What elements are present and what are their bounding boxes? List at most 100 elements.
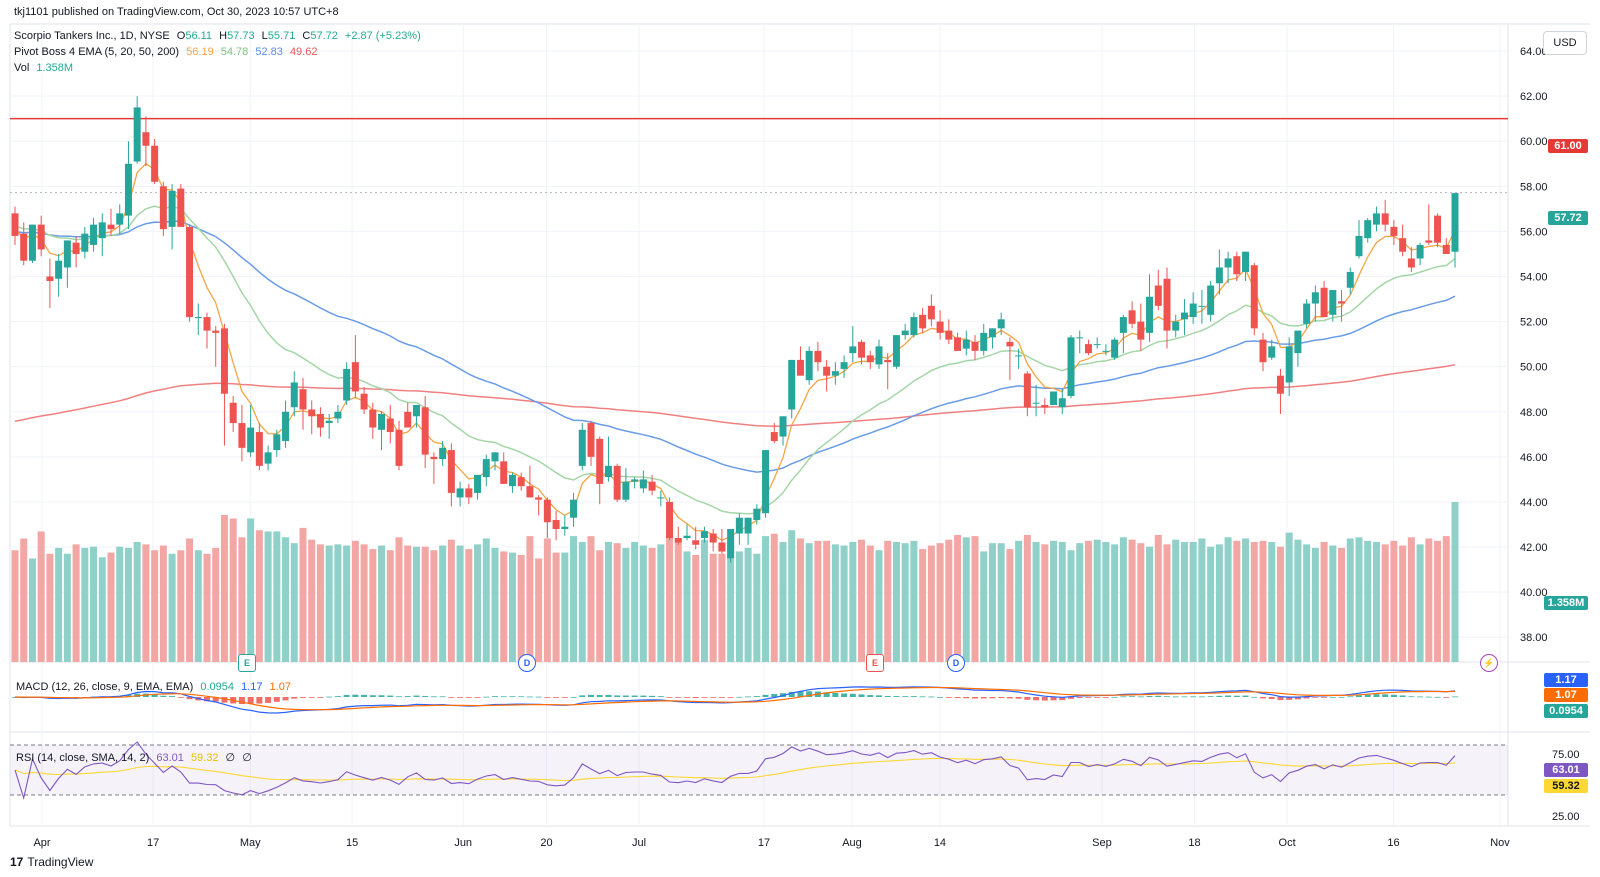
y-tick-label: 52.00 — [1520, 317, 1548, 329]
macd-line-value: 1.17 — [241, 681, 263, 693]
candle — [1154, 285, 1162, 306]
volume-bar — [72, 544, 80, 662]
candle — [570, 499, 578, 518]
candle — [1407, 258, 1415, 268]
candle — [1442, 244, 1450, 254]
volume-bar — [81, 547, 89, 662]
volume-bar — [1250, 542, 1258, 662]
volume-label[interactable]: Vol — [14, 62, 30, 74]
currency-button[interactable]: USD — [1543, 31, 1587, 55]
candle — [971, 341, 979, 351]
candle — [90, 224, 98, 245]
volume-bar — [1294, 539, 1302, 662]
macd-histogram-bar — [675, 697, 682, 698]
macd-histogram-bar — [317, 697, 324, 698]
candle — [378, 414, 386, 430]
volume-bar — [613, 543, 621, 662]
candle — [290, 382, 298, 408]
macd-histogram-bar — [273, 697, 280, 702]
split-icon[interactable]: ⚡ — [1480, 654, 1498, 672]
macd-histogram-bar — [945, 697, 952, 698]
candle — [1346, 271, 1354, 288]
dividend-icon[interactable]: D — [947, 654, 965, 672]
candle — [386, 418, 394, 433]
volume-bar — [666, 532, 674, 662]
macd-histogram-bar — [256, 697, 263, 704]
rsi-value-tag: 63.01 — [1544, 763, 1588, 777]
candle — [753, 508, 761, 520]
volume-bar — [28, 558, 36, 662]
macd-histogram-bar — [352, 694, 359, 697]
candle — [360, 393, 368, 410]
candle — [133, 107, 141, 162]
x-tick-label: 17 — [147, 837, 159, 849]
macd-histogram-bar — [1443, 697, 1450, 698]
dividend-icon[interactable]: D — [518, 654, 536, 672]
y-tick-label: 42.00 — [1520, 542, 1548, 554]
macd-histogram-bar — [1312, 697, 1319, 698]
candle — [1451, 193, 1459, 252]
tradingview-logo[interactable]: 17 TradingView — [10, 855, 93, 869]
volume-bar — [1067, 550, 1075, 662]
macd-histogram-bar — [334, 696, 341, 697]
candle — [343, 368, 351, 401]
volume-bar — [945, 539, 953, 662]
ema-label[interactable]: Pivot Boss 4 EMA (5, 20, 50, 200) — [14, 46, 180, 58]
volume-bar — [107, 552, 115, 662]
candle — [1163, 278, 1171, 331]
candle — [1198, 305, 1206, 307]
earnings-icon[interactable]: E — [866, 654, 884, 672]
macd-histogram-bar — [998, 697, 1005, 699]
volume-bar — [465, 549, 473, 662]
macd-signal-value: 1.07 — [269, 681, 291, 693]
ema5-line — [14, 162, 1456, 542]
macd-histogram-bar — [684, 697, 690, 698]
volume-bar — [194, 550, 202, 662]
volume-bar — [308, 539, 316, 662]
macd-histogram-bar — [867, 695, 874, 697]
macd-label[interactable]: MACD (12, 26, close, 9, EMA, EMA) — [16, 681, 194, 693]
x-tick-label: 16 — [1387, 837, 1399, 849]
volume-bar — [866, 545, 874, 662]
macd-histogram-value: 0.0954 — [200, 681, 234, 693]
volume-bar — [1041, 544, 1049, 662]
candle — [1399, 238, 1407, 252]
macd-histogram-bar — [631, 695, 638, 697]
rsi-legend: RSI (14, close, SMA, 14, 2) 63.01 59.32 … — [16, 751, 256, 764]
volume-bar — [186, 538, 194, 662]
macd-histogram-bar — [1146, 695, 1153, 697]
candle — [805, 350, 813, 381]
volume-bar — [439, 545, 447, 662]
earnings-icon[interactable]: E — [238, 654, 256, 672]
macd-histogram-bar — [204, 697, 210, 702]
ema5-value: 56.19 — [186, 46, 214, 58]
macd-histogram-bar — [326, 696, 333, 698]
candle — [1355, 235, 1363, 257]
volume-bar — [46, 553, 54, 662]
symbol-name[interactable]: Scorpio Tankers Inc., 1D, NYSE — [14, 30, 170, 42]
candle — [395, 429, 403, 466]
candle — [369, 409, 377, 428]
volume-bar — [447, 539, 455, 662]
volume-bar — [692, 554, 700, 662]
candle — [255, 432, 263, 466]
macd-histogram-bar — [823, 692, 830, 697]
x-tick-label: 18 — [1188, 837, 1200, 849]
macd-histogram-bar — [413, 695, 420, 697]
publisher-text: tkj1101 published on TradingView.com, Oc… — [14, 6, 339, 18]
macd-histogram-bar — [1137, 696, 1144, 698]
candle — [875, 346, 883, 365]
rsi-label[interactable]: RSI (14, close, SMA, 14, 2) — [16, 752, 150, 764]
macd-histogram-bar — [736, 696, 743, 698]
volume-bar — [700, 539, 708, 662]
macd-histogram-bar — [1120, 696, 1127, 698]
y-tick-label: 64.00 — [1520, 46, 1548, 58]
macd-histogram-bar — [396, 696, 402, 698]
macd-histogram-bar — [160, 695, 167, 697]
candle — [1076, 337, 1084, 339]
macd-histogram-tag: 0.0954 — [1544, 704, 1588, 718]
macd-histogram-bar — [212, 697, 219, 702]
candle — [351, 362, 359, 392]
volume-bar — [1276, 546, 1284, 662]
